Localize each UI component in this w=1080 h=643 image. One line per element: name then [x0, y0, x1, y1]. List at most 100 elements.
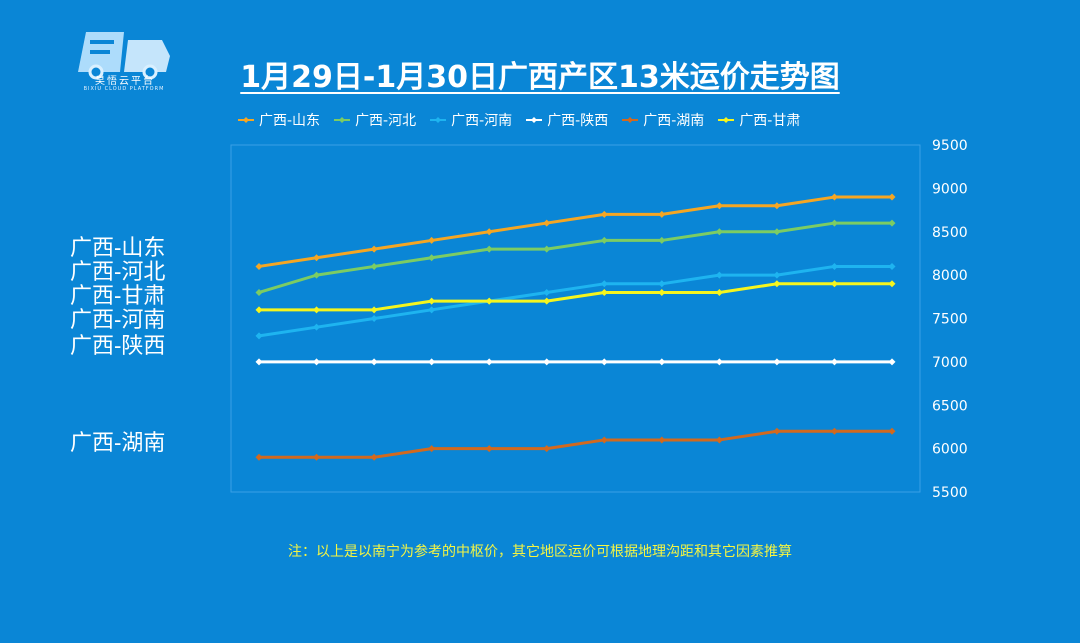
- data-point: [370, 453, 378, 461]
- data-point: [543, 245, 551, 253]
- data-point: [485, 358, 493, 366]
- data-point: [255, 288, 263, 296]
- data-point: [600, 236, 608, 244]
- data-point: [428, 306, 436, 314]
- legend-swatch: [622, 117, 639, 123]
- data-point: [428, 297, 436, 305]
- data-point: [773, 427, 781, 435]
- legend-swatch: [334, 117, 351, 123]
- data-point: [255, 262, 263, 270]
- series-line: [258, 195, 892, 268]
- plot-area: [230, 144, 921, 493]
- chart-title: 1月29日-1月30日广西产区13米运价走势图: [240, 60, 840, 95]
- data-point: [715, 436, 723, 444]
- truck-logo-icon: [78, 32, 170, 80]
- y-tick-label: 6500: [932, 398, 968, 414]
- data-point: [313, 254, 321, 262]
- y-tick-label: 9000: [932, 181, 968, 197]
- data-point: [428, 236, 436, 244]
- data-point: [313, 453, 321, 461]
- data-point: [543, 445, 551, 453]
- chart-legend: 广西-山东 广西-河北 广西-河南 广西-陕西 广西-湖南 广西-甘肃: [238, 109, 800, 131]
- side-labels: 广西-山东 广西-河北 广西-甘肃 广西-河南 广西-陕西 广西-湖南: [70, 0, 220, 643]
- data-point: [715, 358, 723, 366]
- legend-label: 广西-湖南: [643, 113, 705, 129]
- side-label: 广西-河北: [70, 260, 166, 286]
- side-label: 广西-山东: [70, 236, 166, 262]
- data-point: [485, 445, 493, 453]
- data-point: [773, 202, 781, 210]
- legend-swatch: [718, 117, 735, 123]
- data-point: [600, 288, 608, 296]
- legend-label: 广西-河北: [355, 113, 417, 129]
- series-line: [258, 264, 892, 338]
- y-tick-label: 5500: [932, 485, 968, 501]
- data-point: [313, 306, 321, 314]
- y-tick-label: 7000: [932, 355, 968, 371]
- data-point: [888, 358, 896, 366]
- y-tick-label: 8000: [932, 268, 968, 284]
- data-point: [543, 358, 551, 366]
- data-point: [830, 427, 838, 435]
- data-point: [600, 358, 608, 366]
- legend-item: 广西-陕西: [526, 110, 608, 130]
- data-point: [428, 254, 436, 262]
- data-point: [773, 280, 781, 288]
- data-point: [715, 288, 723, 296]
- data-point: [830, 219, 838, 227]
- data-point: [428, 445, 436, 453]
- legend-item: 广西-河南: [430, 110, 512, 130]
- data-point: [715, 271, 723, 279]
- data-point: [543, 288, 551, 296]
- data-point: [830, 193, 838, 201]
- data-point: [313, 323, 321, 331]
- legend-label: 广西-甘肃: [739, 113, 801, 129]
- data-point: [830, 280, 838, 288]
- data-point: [370, 306, 378, 314]
- legend-swatch: [526, 117, 543, 123]
- data-point: [658, 358, 666, 366]
- data-point: [888, 193, 896, 201]
- data-point: [658, 436, 666, 444]
- series-line: [259, 282, 892, 312]
- data-point: [485, 228, 493, 236]
- y-tick-label: 6000: [932, 442, 968, 458]
- side-label: 广西-河南: [70, 308, 166, 334]
- logo-subtitle: BIXIU CLOUD PLATFORM: [83, 86, 165, 92]
- legend-swatch: [238, 117, 254, 123]
- series-line: [259, 429, 892, 459]
- data-point: [313, 271, 321, 279]
- y-tick-label: 7500: [932, 312, 968, 328]
- data-point: [658, 210, 666, 218]
- legend-label: 广西-陕西: [547, 113, 609, 129]
- y-tick-label: 9500: [932, 138, 968, 154]
- data-point: [370, 245, 378, 253]
- data-point: [600, 280, 608, 288]
- legend-label: 广西-河南: [451, 113, 513, 129]
- side-label: 广西-甘肃: [70, 283, 166, 309]
- data-point: [658, 280, 666, 288]
- data-point: [773, 228, 781, 236]
- data-point: [255, 358, 263, 366]
- legend-item: 广西-湖南: [622, 110, 704, 130]
- logo-name: 旲悟云平台: [95, 76, 155, 87]
- data-point: [658, 236, 666, 244]
- data-point: [255, 306, 263, 314]
- data-point: [715, 228, 723, 236]
- data-point: [888, 219, 896, 227]
- data-point: [773, 271, 781, 279]
- data-point: [370, 315, 378, 322]
- data-point: [255, 453, 263, 461]
- side-label: 广西-湖南: [70, 431, 166, 457]
- data-point: [658, 288, 666, 296]
- legend-item: 广西-山东: [238, 110, 320, 130]
- data-point: [773, 358, 781, 366]
- legend-label: 广西-山东: [259, 113, 321, 129]
- data-point: [830, 262, 838, 270]
- data-point: [600, 210, 608, 218]
- footnote: 注：以上是以南宁为参考的中枢价，其它地区运价可根据地理沟距和其它因素推算: [288, 544, 792, 560]
- data-point: [370, 358, 378, 366]
- data-point: [428, 358, 436, 366]
- legend-item: 广西-河北: [334, 110, 416, 130]
- data-point: [600, 436, 608, 444]
